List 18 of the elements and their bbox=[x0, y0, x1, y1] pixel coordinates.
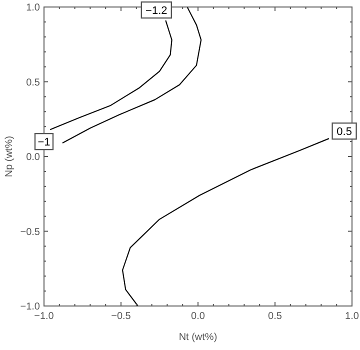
x-tick-label: −1.0 bbox=[34, 311, 54, 322]
line-series bbox=[50, 20, 172, 130]
annotation: −1.2 bbox=[146, 5, 168, 17]
y-tick-label: 1.0 bbox=[26, 2, 40, 14]
x-tick-label: −0.5 bbox=[111, 311, 132, 322]
x-axis-title: Nt (wt%) bbox=[178, 332, 218, 343]
x-tick-label: 1.0 bbox=[345, 311, 360, 322]
line-series bbox=[62, 7, 202, 144]
y-tick-label: 0.5 bbox=[26, 77, 40, 88]
y-axis-title: Np (wt%) bbox=[4, 136, 15, 178]
y-tick-label: −1.0 bbox=[20, 302, 40, 312]
y-tick-label: 0.0 bbox=[26, 152, 40, 163]
annotation: −1 bbox=[38, 136, 50, 149]
annotation: 0.5 bbox=[336, 126, 352, 138]
x-tick-label: 0.5 bbox=[268, 311, 282, 322]
y-tick-label: −0.5 bbox=[20, 226, 40, 238]
x-tick-label: 0.0 bbox=[191, 311, 206, 322]
line-series bbox=[122, 138, 330, 306]
